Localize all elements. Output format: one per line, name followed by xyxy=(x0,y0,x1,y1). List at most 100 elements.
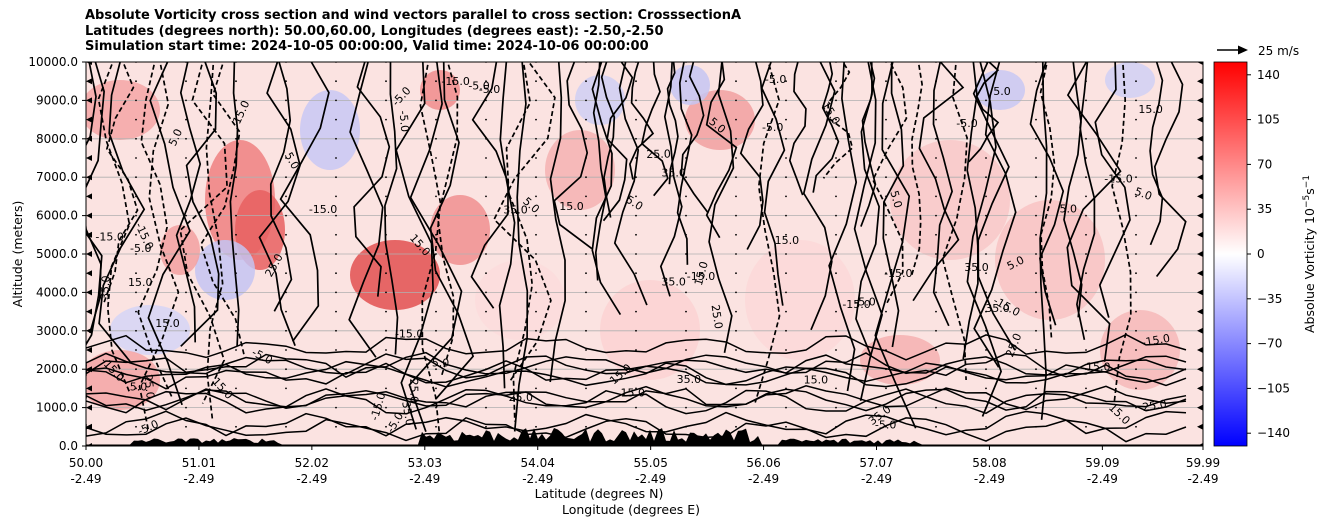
wind-vector-dot xyxy=(585,99,587,102)
contour-label: 15.0 xyxy=(155,317,180,330)
wind-vector-dot xyxy=(285,80,287,83)
wind-vector-dot xyxy=(435,176,437,179)
wind-vector-dot xyxy=(135,80,137,83)
colorbar-label-exp2: −1 xyxy=(1302,175,1312,188)
wind-vector-dot xyxy=(535,118,537,121)
terrain-silhouette xyxy=(86,428,1203,446)
colorbar-label-text: Absolue Vorticity 10 xyxy=(1302,208,1317,333)
contour-label: 35.0 xyxy=(503,203,528,216)
wind-vector-dot xyxy=(535,387,537,390)
wind-vector-dot xyxy=(185,176,187,179)
wind-vector-dot xyxy=(685,195,687,198)
contour-line xyxy=(348,62,384,358)
wind-vector-dot xyxy=(935,253,937,255)
wind-vector-dot xyxy=(885,157,887,159)
wind-vector-dot xyxy=(535,291,537,294)
wind-vector-arrow xyxy=(1197,308,1203,315)
wind-vector-dot xyxy=(1035,176,1037,179)
contour-label: 5.0 xyxy=(993,85,1011,98)
wind-vector-dot xyxy=(185,214,187,217)
wind-vector-dot xyxy=(735,118,737,121)
wind-vector-dot xyxy=(435,99,437,102)
wind-vector-dot xyxy=(485,368,487,371)
wind-vector-dot xyxy=(435,387,437,390)
wind-vector-dot xyxy=(335,368,337,371)
wind-vector-dot xyxy=(935,214,937,217)
wind-vector-dot xyxy=(985,80,987,83)
wind-vector-dot xyxy=(385,406,387,409)
wind-vector-arrow xyxy=(1197,212,1203,219)
wind-vector-dot xyxy=(435,349,437,351)
x-tick-label-lon: -2.49 xyxy=(409,472,440,486)
contour-label: -5.0 xyxy=(762,121,783,134)
wind-vector-dot xyxy=(885,406,887,409)
wind-vector-dot xyxy=(685,214,687,217)
wind-vector-dot xyxy=(785,195,787,198)
wind-vector-arrow xyxy=(1197,193,1203,200)
contour-line xyxy=(86,410,1187,437)
contour-line xyxy=(972,62,1016,351)
wind-vector-dot xyxy=(535,253,537,255)
wind-vector-dot xyxy=(785,118,787,121)
wind-vector-dot xyxy=(135,233,137,236)
wind-vector-dot xyxy=(1085,137,1087,140)
wind-vector-arrow xyxy=(1197,231,1203,238)
contour-line xyxy=(1029,62,1065,326)
contour-line xyxy=(147,62,191,406)
contour-line xyxy=(175,62,202,343)
wind-vector-dot xyxy=(185,368,187,371)
wind-vector-dot xyxy=(735,214,737,217)
contour-label: -15.0 xyxy=(687,270,715,283)
wind-vector-dot xyxy=(185,272,187,275)
wind-vector-dot xyxy=(885,118,887,121)
wind-vector-dot xyxy=(135,195,137,198)
y-tick-label: 6000.0 xyxy=(36,209,78,223)
x-tick-label-lon: -2.49 xyxy=(522,472,553,486)
wind-vector-dot xyxy=(1035,291,1037,294)
wind-vector-dot xyxy=(235,233,237,236)
wind-vector-dot xyxy=(585,387,587,390)
wind-vector-dot xyxy=(935,195,937,198)
wind-vector-dot xyxy=(535,406,537,409)
wind-vector-dot xyxy=(135,406,137,409)
wind-vector-dot xyxy=(385,80,387,83)
contour-line xyxy=(812,62,840,193)
wind-vector-dot xyxy=(235,387,237,390)
wind-vector-dot xyxy=(785,233,787,236)
wind-vector-arrow xyxy=(1197,385,1203,392)
wind-vector-dot xyxy=(835,425,837,428)
contour-label: 15.0 xyxy=(1086,361,1111,374)
wind-vector-dot xyxy=(235,176,237,179)
wind-vector-dot xyxy=(335,195,337,198)
wind-vector-dot xyxy=(585,368,587,371)
wind-vector-dot xyxy=(1035,99,1037,102)
wind-vector-arrow xyxy=(86,155,92,161)
wind-vector-dot xyxy=(585,253,587,255)
wind-vector-dot xyxy=(635,118,637,121)
wind-vector-dot xyxy=(785,329,787,332)
wind-vector-dot xyxy=(835,214,837,217)
wind-vector-dot xyxy=(1085,80,1087,83)
wind-vector-dot xyxy=(185,425,187,428)
wind-vector-dot xyxy=(835,253,837,255)
contour-line xyxy=(853,62,883,401)
wind-vector-dot xyxy=(385,233,387,236)
x-tick-label-lat: 50.00 xyxy=(69,456,103,470)
contour-label: 15.0 xyxy=(804,374,829,387)
wind-vector-dot xyxy=(785,291,787,294)
contour-line xyxy=(384,62,399,355)
wind-vector-dot xyxy=(285,214,287,217)
wind-vector-dot xyxy=(1035,157,1037,159)
wind-vector-dot xyxy=(1035,349,1037,351)
wind-vector-dot xyxy=(785,157,787,159)
wind-vector-dot xyxy=(1135,406,1137,409)
wind-vector-dot xyxy=(935,137,937,140)
wind-vector-dot xyxy=(785,176,787,179)
contour-label: 15.0 xyxy=(692,260,711,287)
wind-vector-dot xyxy=(835,137,837,140)
wind-vector-dot xyxy=(185,387,187,390)
wind-vector-dot xyxy=(935,233,937,236)
wind-vector-dot xyxy=(135,310,137,313)
contour-label: -15.0 xyxy=(884,267,912,280)
wind-vector-dot xyxy=(485,425,487,428)
